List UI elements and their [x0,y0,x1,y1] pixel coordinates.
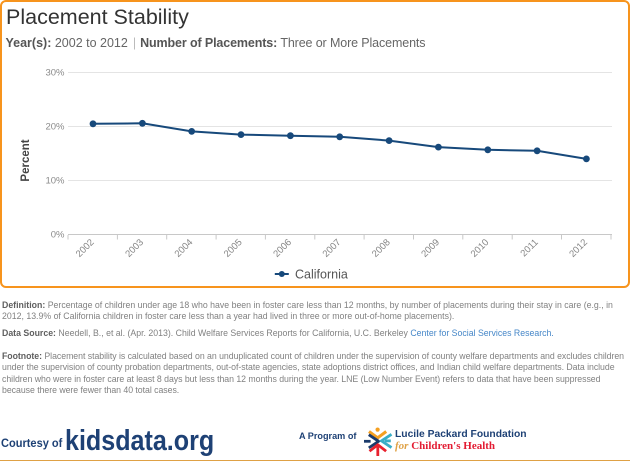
svg-text:2004: 2004 [173,237,196,260]
svg-text:Percent: Percent [20,139,32,181]
svg-text:20%: 20% [45,122,65,133]
svg-text:2012: 2012 [567,237,590,260]
svg-text:2002: 2002 [74,237,97,260]
svg-text:30%: 30% [45,68,65,79]
svg-text:2010: 2010 [469,237,492,260]
svg-text:2005: 2005 [222,237,245,260]
svg-text:2009: 2009 [419,237,442,260]
svg-text:California: California [295,268,348,282]
svg-text:0%: 0% [51,230,65,241]
svg-text:2006: 2006 [271,237,294,260]
svg-text:2007: 2007 [321,237,344,260]
svg-text:2011: 2011 [518,237,540,259]
svg-text:10%: 10% [45,176,65,187]
svg-text:2008: 2008 [370,237,393,260]
svg-text:2003: 2003 [123,237,146,260]
